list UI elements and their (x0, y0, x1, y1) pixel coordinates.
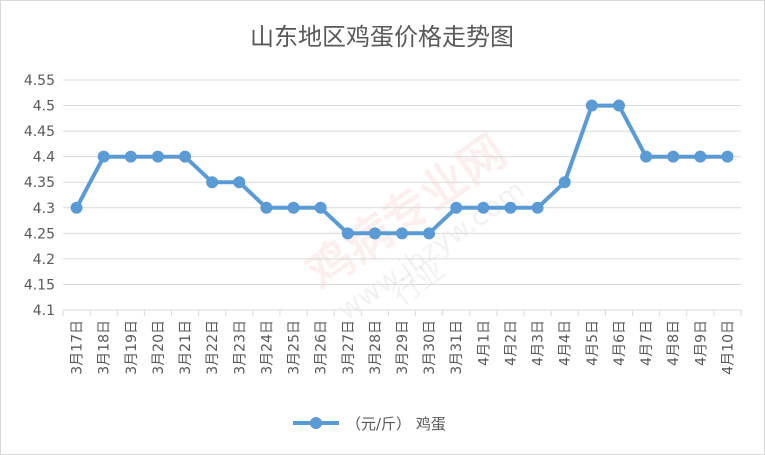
x-axis-ticks: 3月17日 3月18日 3月19日 3月20日 3月21日 3月22日 3月23日 3月24日… (70, 320, 737, 375)
y-tick-label: 4.15 (24, 277, 55, 293)
x-tick-label: 4月6日 (612, 320, 628, 366)
x-tick-label: 3月18日 (97, 320, 113, 375)
x-tick-label: 4月1日 (476, 320, 492, 366)
data-point (667, 150, 680, 163)
data-point (504, 201, 517, 214)
x-tick-label: 4月9日 (693, 320, 709, 366)
data-point (233, 176, 246, 189)
data-point (368, 227, 381, 240)
y-tick-label: 4.55 (24, 73, 55, 89)
data-point (124, 150, 137, 163)
y-tick-label: 4.5 (33, 99, 55, 115)
x-tick-label: 3月19日 (124, 320, 140, 375)
x-tick-label: 3月17日 (70, 320, 86, 375)
data-point (477, 201, 490, 214)
data-point (396, 227, 408, 240)
x-tick-label: 3月27日 (341, 320, 357, 375)
y-tick-label: 4.2 (33, 252, 55, 268)
data-point (287, 201, 300, 214)
y-tick-label: 4.3 (33, 201, 55, 217)
data-point (341, 227, 354, 240)
legend-marker (310, 417, 322, 429)
data-point (151, 150, 164, 163)
x-tick-label: 3月26日 (314, 320, 330, 375)
x-tick-label: 4月3日 (531, 320, 547, 366)
data-point (260, 201, 273, 214)
data-point (206, 176, 219, 189)
y-tick-label: 4.4 (33, 150, 55, 166)
data-point (721, 150, 734, 163)
legend-label: （元/斤） 鸡蛋 (346, 415, 446, 433)
series-layer (70, 99, 734, 240)
x-tick-label: 3月20日 (151, 320, 167, 375)
x-tick-label: 4月2日 (503, 320, 519, 366)
data-point (450, 201, 463, 214)
x-tick-label: 3月21日 (178, 320, 194, 375)
x-tick-label: 3月29日 (395, 320, 411, 375)
x-tick-label: 4月10日 (720, 320, 736, 375)
y-tick-label: 4.35 (24, 175, 55, 191)
data-point (640, 150, 653, 163)
x-tick-label: 4月7日 (639, 320, 655, 366)
y-axis-ticks: 4.1 4.15 4.2 4.25 4.3 4.35 4.4 4.45 4.5 4.55 (24, 73, 55, 319)
y-tick-label: 4.25 (24, 226, 55, 242)
x-tick-label: 3月30日 (422, 320, 438, 375)
data-point (70, 201, 83, 214)
data-point (694, 150, 707, 163)
x-tick-label: 3月25日 (287, 320, 303, 375)
data-point (558, 176, 571, 189)
x-tick-label: 3月23日 (232, 320, 248, 375)
chart-title: 山东地区鸡蛋价格走势图 (250, 23, 514, 51)
data-point (314, 201, 327, 214)
y-tick-label: 4.45 (24, 124, 55, 140)
x-tick-label: 4月8日 (666, 320, 682, 366)
x-tick-label: 3月31日 (449, 320, 465, 375)
x-tick-label: 4月4日 (558, 320, 574, 366)
x-tick-label: 3月22日 (205, 320, 221, 375)
data-point (179, 150, 192, 163)
x-tick-label: 3月28日 (368, 320, 384, 375)
data-point (531, 201, 544, 214)
x-tick-label: 4月5日 (585, 320, 601, 366)
x-tick-label: 3月24日 (259, 320, 275, 375)
data-point (97, 150, 110, 163)
legend: （元/斤） 鸡蛋 (293, 415, 446, 433)
data-point (585, 99, 598, 112)
y-tick-label: 4.1 (33, 303, 55, 319)
data-point (612, 99, 625, 112)
data-point (423, 227, 436, 240)
watermark: 鸡病专业网 www.jbzyw.com 行业 (296, 124, 531, 327)
